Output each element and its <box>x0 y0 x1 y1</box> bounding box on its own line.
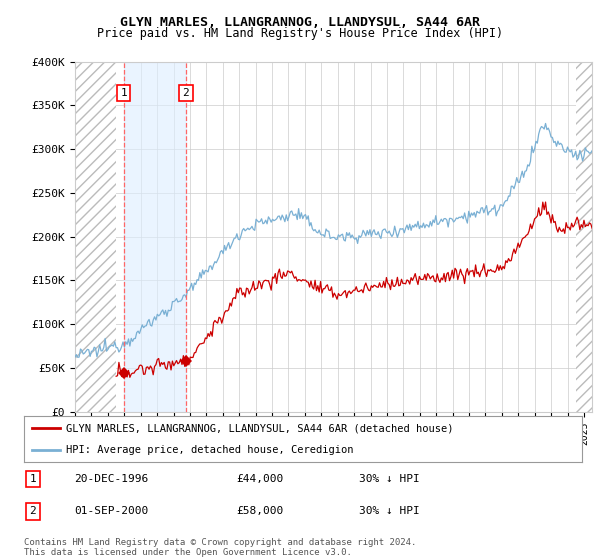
Text: 30% ↓ HPI: 30% ↓ HPI <box>359 474 419 484</box>
Text: HPI: Average price, detached house, Ceredigion: HPI: Average price, detached house, Cere… <box>66 445 353 455</box>
Text: £58,000: £58,000 <box>236 506 283 516</box>
Text: £44,000: £44,000 <box>236 474 283 484</box>
Text: 1: 1 <box>121 88 127 98</box>
Bar <box>576 62 592 412</box>
Text: 2: 2 <box>29 506 37 516</box>
Bar <box>124 62 186 412</box>
Bar <box>75 62 116 412</box>
Text: Price paid vs. HM Land Registry's House Price Index (HPI): Price paid vs. HM Land Registry's House … <box>97 27 503 40</box>
Text: GLYN MARLES, LLANGRANNOG, LLANDYSUL, SA44 6AR (detached house): GLYN MARLES, LLANGRANNOG, LLANDYSUL, SA4… <box>66 423 454 433</box>
Text: 2: 2 <box>182 88 189 98</box>
Text: 20-DEC-1996: 20-DEC-1996 <box>74 474 148 484</box>
Text: GLYN MARLES, LLANGRANNOG, LLANDYSUL, SA44 6AR: GLYN MARLES, LLANGRANNOG, LLANDYSUL, SA4… <box>120 16 480 29</box>
Text: 01-SEP-2000: 01-SEP-2000 <box>74 506 148 516</box>
Text: Contains HM Land Registry data © Crown copyright and database right 2024.
This d: Contains HM Land Registry data © Crown c… <box>24 538 416 557</box>
Text: 30% ↓ HPI: 30% ↓ HPI <box>359 506 419 516</box>
Text: 1: 1 <box>29 474 37 484</box>
